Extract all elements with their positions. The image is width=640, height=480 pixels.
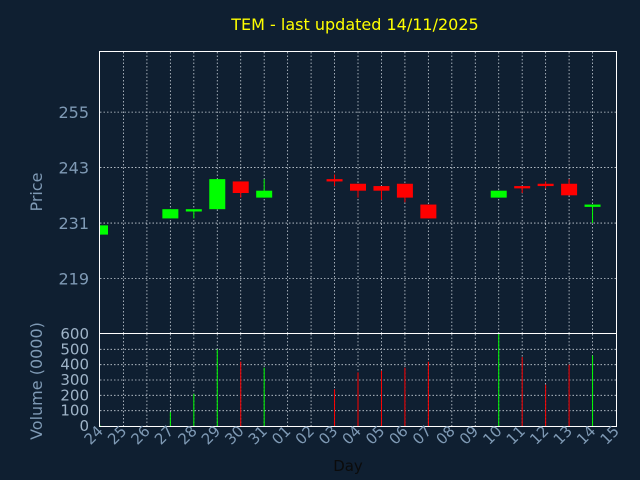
volume-tick-label: 500 <box>60 340 89 358</box>
x-axis-label: Day <box>333 457 363 475</box>
chart-title: TEM - last updated 14/11/2025 <box>230 15 478 34</box>
volume-tick-label: 300 <box>60 371 89 389</box>
candle-body <box>490 190 507 198</box>
candle-body <box>420 204 437 219</box>
volume-bars <box>99 334 594 426</box>
candle-body <box>100 225 108 235</box>
candle-body <box>584 204 601 207</box>
price-ticks: 219 231 243 255 <box>58 103 89 288</box>
candle-body <box>396 183 413 198</box>
volume-tick-label: 0 <box>79 417 89 435</box>
candle-body <box>256 190 273 198</box>
candle-body <box>537 183 554 187</box>
x-ticks: 2425262728293031010203040506070809101112… <box>81 422 623 448</box>
candle-body <box>209 179 226 210</box>
price-tick-label: 255 <box>58 103 89 122</box>
volume-tick-label: 400 <box>60 356 89 374</box>
price-panel: 219 231 243 255 <box>58 51 617 334</box>
candle-body <box>326 179 343 182</box>
candle-body <box>350 183 366 191</box>
volume-axis-label: Volume (0000) <box>27 322 46 440</box>
candle-body <box>162 209 179 219</box>
candle-body <box>185 209 202 212</box>
candles <box>99 174 601 235</box>
volume-tick-label: 600 <box>60 325 89 343</box>
price-tick-label: 243 <box>58 159 89 178</box>
candle-body <box>373 186 390 191</box>
candle-body <box>514 186 531 189</box>
price-tick-label: 219 <box>58 270 89 289</box>
price-axis-label: Price <box>27 172 46 211</box>
price-tick-label: 231 <box>58 214 89 233</box>
candle-body <box>232 181 249 193</box>
volume-tick-label: 100 <box>60 402 89 420</box>
volume-panel-frame <box>99 333 617 427</box>
volume-tick-label: 200 <box>60 386 89 404</box>
candle-body <box>561 183 578 196</box>
